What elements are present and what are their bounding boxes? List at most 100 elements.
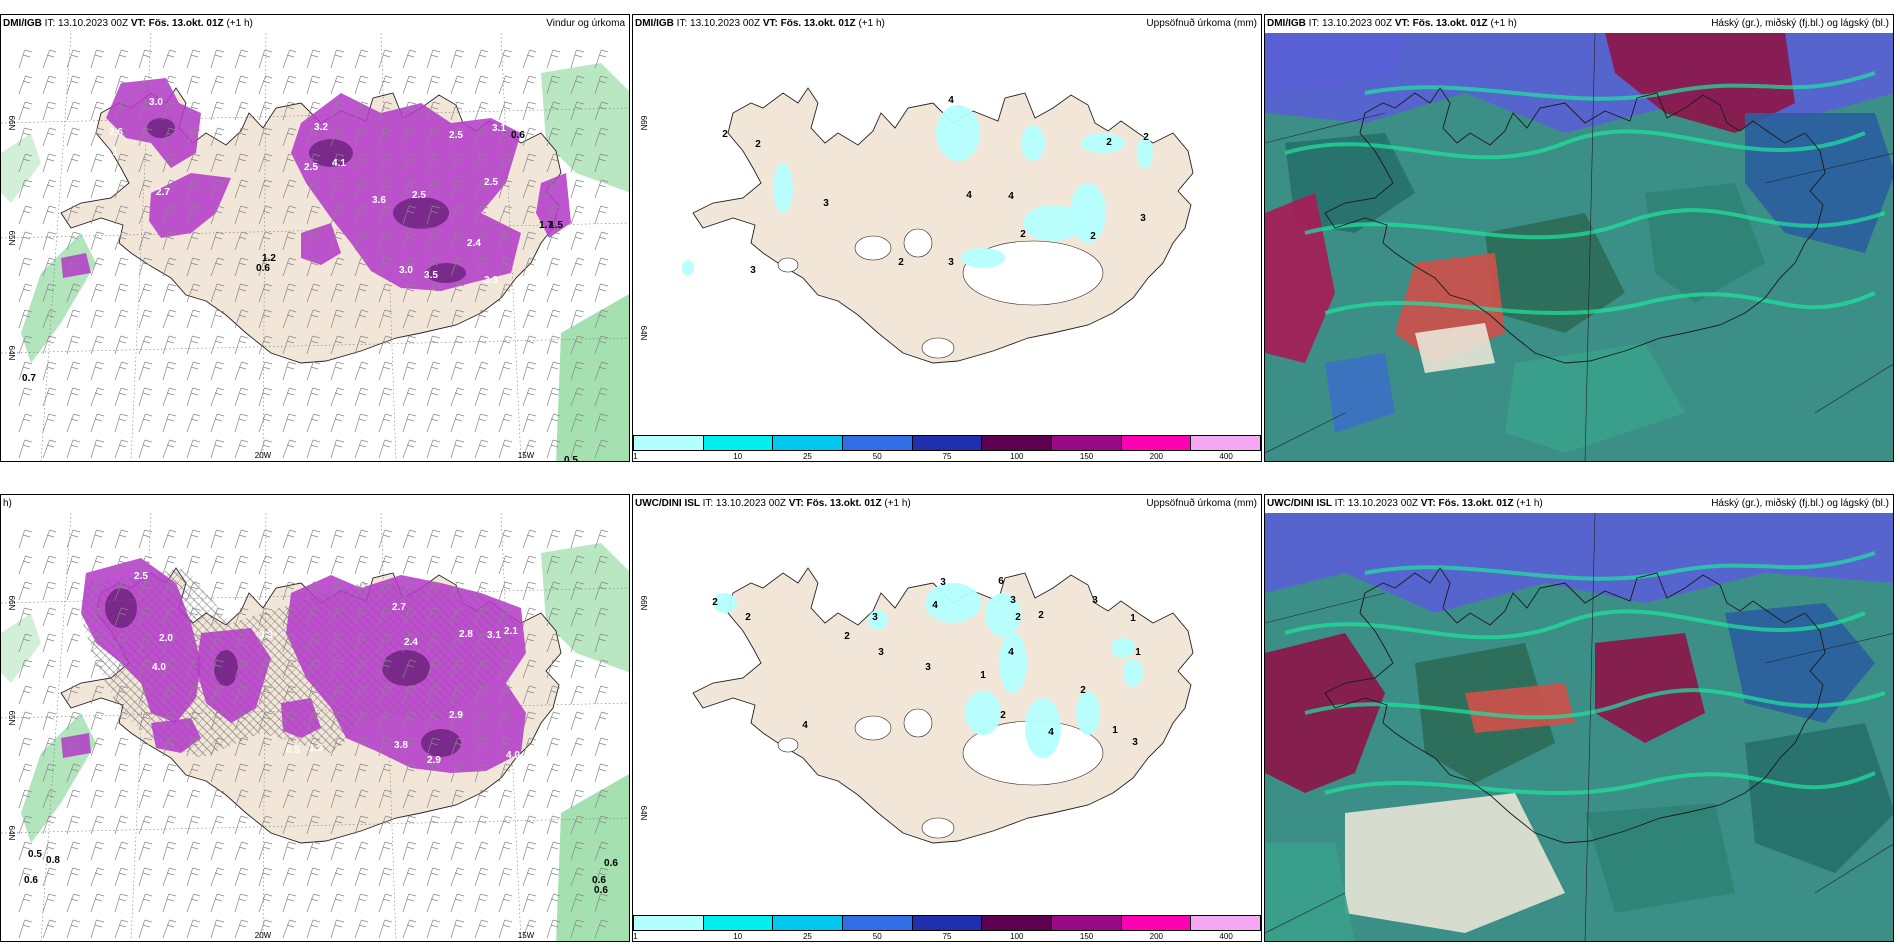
panel-header: h)	[1, 495, 629, 513]
precip-value-label: 2	[755, 139, 761, 150]
precip-value-label: 4	[1008, 191, 1014, 202]
panel-product-title: Uppsöfnuð úrkoma (mm)	[1146, 18, 1257, 29]
precip-value-label: 0.6	[594, 885, 608, 896]
panel-header-left: DMI/IGB IT: 13.10.2023 00Z VT: Fös. 13.o…	[1267, 15, 1517, 33]
panel-valid-time: Fös. 13.okt. 01Z	[148, 18, 227, 29]
axis-lon-label: 15W	[518, 451, 535, 460]
graticule	[1, 33, 629, 461]
precip-value-label: 1	[1135, 647, 1141, 658]
precip-value-label: 6	[998, 576, 1004, 587]
panel-header-left: UWC/DINI ISL IT: 13.10.2023 00Z VT: Fös.…	[1267, 495, 1543, 513]
panel-header-left: DMI/IGB IT: 13.10.2023 00Z VT: Fös. 13.o…	[635, 15, 885, 33]
precip-value-label: 2	[1020, 229, 1026, 240]
panel-model: DMI/IGB	[1267, 18, 1309, 29]
panel-model: DMI/IGB	[3, 18, 45, 29]
precip-value-label: 0.6	[256, 263, 270, 274]
panel-header-left: UWC/DINI ISL IT: 13.10.2023 00Z VT: Fös.…	[635, 495, 911, 513]
precip-value-label: 2.1	[504, 626, 518, 637]
precip-value-label: 2.0	[159, 633, 173, 644]
panel-header: UWC/DINI ISL IT: 13.10.2023 00Z VT: Fös.…	[633, 495, 1261, 513]
precip-value-label: 3	[948, 257, 954, 268]
colorbar-tick-label: 400	[1219, 452, 1233, 461]
precip-value-label: 1.7	[539, 220, 553, 231]
precip-value-label: 2.6	[109, 127, 123, 138]
precip-value-label: 3.1	[492, 123, 506, 134]
precip-value-label: 1.2	[262, 253, 276, 264]
panel-lead-time: (+1 h)	[1516, 498, 1543, 509]
panel-header-left: DMI/IGB IT: 13.10.2023 00Z VT: Fös. 13.o…	[3, 15, 253, 33]
axis-lat-label: 64N	[639, 326, 648, 341]
wind-barbs	[18, 529, 609, 939]
panel-issue-time: IT: 13.10.2023 00Z	[702, 498, 789, 509]
panel-valid-time: Fös. 13.okt. 01Z	[806, 498, 885, 509]
panel-issue-time: IT: 13.10.2023 00Z	[1308, 18, 1395, 29]
panel-product-title: Háský (gr.), miðský (fj.bl.) og lágský (…	[1711, 498, 1889, 509]
panel-lead-time: (+1 h)	[226, 18, 253, 29]
precip-value-label: 2.5	[304, 162, 318, 173]
axis-lon-label: 20W	[255, 451, 272, 460]
colorbar-cells	[633, 915, 1261, 931]
panel-header: DMI/IGB IT: 13.10.2023 00Z VT: Fös. 13.o…	[633, 15, 1261, 33]
colorbar-tick-label: 150	[1079, 932, 1094, 941]
precip-value-label: 4.1	[332, 158, 346, 169]
colorbar-cell	[703, 916, 774, 930]
colorbar-tick-label: 400	[1219, 932, 1233, 941]
precip-value-label: 2.5	[412, 190, 426, 201]
precip-value-label: 3.0	[399, 265, 413, 276]
axis-lat-label: 66N	[639, 596, 648, 611]
precip-value-label: 4	[948, 95, 954, 106]
colorbar-tick-label: 100	[1010, 932, 1024, 941]
precip-value-label: 2.8	[459, 629, 473, 640]
axis-lon-label: 15W	[518, 931, 535, 940]
precip-value-label: 3	[872, 612, 878, 623]
axis-lat-label: 64N	[7, 826, 16, 841]
map-panel-cloud-dmi: DMI/IGB IT: 13.10.2023 00Z VT: Fös. 13.o…	[1264, 14, 1894, 462]
precip-value-label: 3	[878, 647, 884, 658]
cloud-layers	[1265, 513, 1893, 941]
precip-value-label: 0.6	[604, 858, 618, 869]
map-panel-wind-uwc: h) 2.5 2.0 4.0 3.3 2.7 2.4 2.8 3.1 2.9 3.8 2.9 2.1 4…	[0, 494, 630, 942]
panel-product-title: Uppsöfnuð úrkoma (mm)	[1146, 498, 1257, 509]
precip-areas	[682, 105, 1153, 276]
precip-value-label: 2	[1000, 710, 1006, 721]
precip-value-label: 0.5	[28, 849, 42, 860]
precip-value-label: 2.1	[104, 147, 118, 158]
panel-valid-label: VT:	[1394, 18, 1413, 29]
panel-issue-time: IT: 13.10.2023 00Z	[1334, 498, 1421, 509]
panel-model: DMI/IGB	[635, 18, 677, 29]
precip-value-label: 2	[1015, 612, 1021, 623]
panel-valid-time: Fös. 13.okt. 01Z	[1412, 18, 1491, 29]
precip-value-label: 4	[1008, 647, 1014, 658]
precip-value-label: 2.4	[404, 637, 418, 648]
precip-value-label: 0.6	[592, 875, 606, 886]
precip-value-label: 2	[722, 129, 728, 140]
precip-value-label: 2.9	[427, 755, 441, 766]
colorbar-cell	[843, 916, 913, 930]
colorbar-cell	[773, 916, 844, 930]
colorbar-cell	[1121, 916, 1192, 930]
precip-value-label: 3	[1010, 595, 1016, 606]
precip-colorbar: 1 10 25 50 75 100 150 200 400	[633, 913, 1261, 941]
iceland-outline	[1324, 87, 1826, 364]
axis-lat-label: 64N	[639, 806, 648, 821]
colorbar-tick-label: 50	[872, 452, 882, 461]
axis-lon-label: 20W	[255, 931, 272, 940]
precip-value-label: 3	[1132, 737, 1138, 748]
colorbar-cell	[982, 916, 1053, 930]
colorbar-tick-label: 100	[1010, 452, 1024, 461]
projection-lines	[1265, 33, 1893, 461]
colorbar-cell	[634, 916, 704, 930]
map-canvas: 2.5 2.0 4.0 3.3 2.7 2.4 2.8 3.1 2.9 3.8 2.9 2.1 4.0 1…	[1, 513, 629, 941]
panel-lead-time: (+1 h)	[1490, 18, 1517, 29]
precip-value-label: 3.1	[487, 630, 501, 641]
cloud-edges	[1284, 71, 1886, 315]
precip-value-label: 2	[1106, 137, 1112, 148]
projection-lines	[1265, 513, 1893, 941]
land-precip-areas	[61, 78, 571, 291]
panel-header: UWC/DINI ISL IT: 13.10.2023 00Z VT: Fös.…	[1265, 495, 1893, 513]
colorbar-cell	[634, 436, 704, 450]
precip-areas	[713, 583, 1143, 758]
colorbar-cell	[1191, 436, 1261, 450]
colorbar-cell	[1191, 916, 1261, 930]
precip-value-label: 0.7	[22, 373, 36, 384]
